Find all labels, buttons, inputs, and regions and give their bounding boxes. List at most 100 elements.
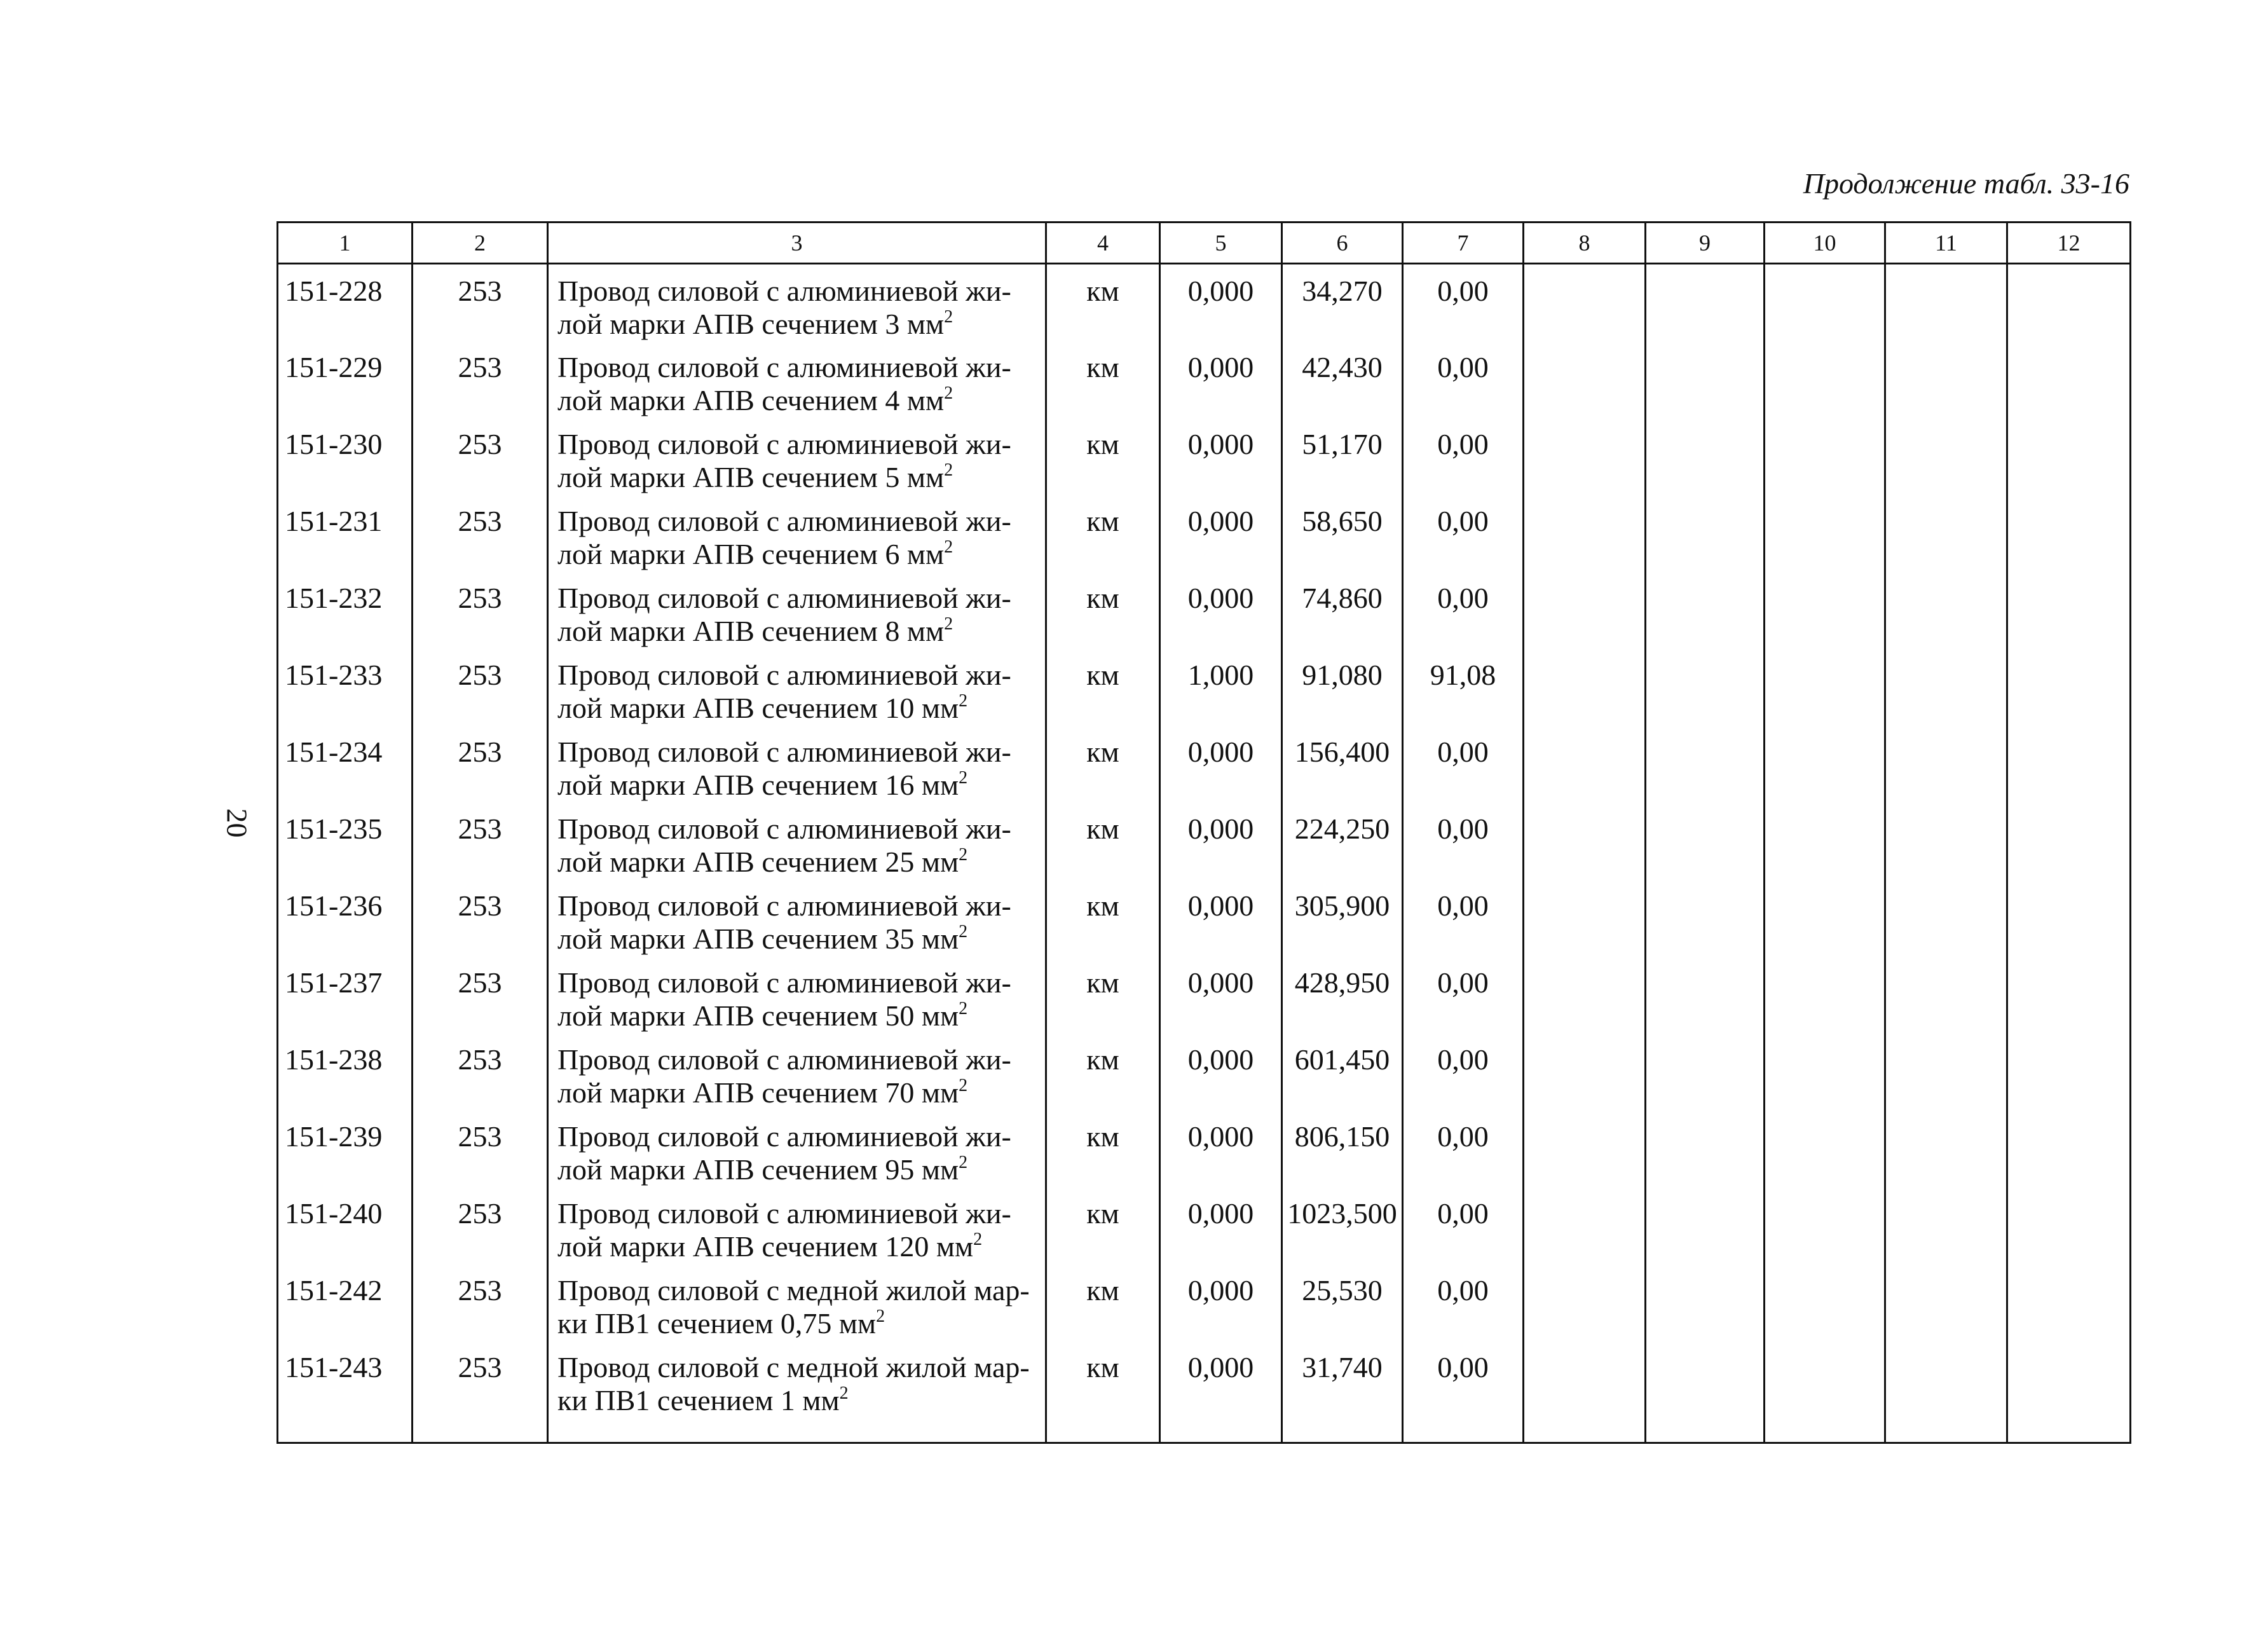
cell-col8 — [1522, 1264, 1646, 1341]
cell-col12 — [2006, 341, 2131, 418]
cell-col8 — [1522, 418, 1646, 495]
cell-col10 — [1763, 1110, 1886, 1187]
cell-col12 — [2006, 879, 2131, 956]
cell-group: 253 — [411, 1187, 549, 1264]
cell-col6: 1023,500 — [1281, 1187, 1404, 1264]
table-row: 151-239 253 Провод силовой с алюминиевой ж… — [277, 1110, 2131, 1187]
cell-col12 — [2006, 956, 2131, 1033]
description-text: лой марки АПВ сечением 3 мм — [557, 308, 945, 340]
column-header-7: 7 — [1402, 221, 1524, 264]
column-header-11: 11 — [1884, 221, 2008, 264]
description-line: лой марки АПВ сечением 50 мм2 — [557, 999, 1041, 1032]
cell-col8 — [1522, 572, 1646, 648]
cell-col5: 0,000 — [1159, 1033, 1283, 1110]
cell-unit: км — [1045, 1187, 1161, 1264]
cell-col12 — [2006, 802, 2131, 879]
cell-col10 — [1763, 1341, 1886, 1444]
table-row: 151-237 253 Провод силовой с алюминиевой ж… — [277, 956, 2131, 1033]
cell-col11 — [1884, 802, 2008, 879]
superscript: 2 — [944, 614, 953, 634]
cell-code: 151-229 — [277, 341, 413, 418]
cell-code: 151-230 — [277, 418, 413, 495]
description-line: Провод силовой с алюминиевой жи- — [557, 428, 1011, 460]
cell-col5: 0,000 — [1159, 572, 1283, 648]
description-text: лой марки АПВ сечением 25 мм — [557, 846, 959, 878]
cell-code: 151-231 — [277, 495, 413, 572]
description-line: Провод силовой с алюминиевой жи- — [557, 275, 1011, 307]
cell-col7: 0,00 — [1402, 341, 1524, 418]
cell-col8 — [1522, 1110, 1646, 1187]
cell-col9 — [1644, 1187, 1765, 1264]
cell-unit: км — [1045, 1110, 1161, 1187]
cell-col11 — [1884, 495, 2008, 572]
column-header-3: 3 — [547, 221, 1047, 264]
cell-description: Провод силовой с алюминиевой жи-лой марк… — [547, 725, 1047, 802]
cell-col8 — [1522, 802, 1646, 879]
cell-col7: 0,00 — [1402, 725, 1524, 802]
table-row: 151-240 253 Провод силовой с алюминиевой ж… — [277, 1187, 2131, 1264]
cell-col11 — [1884, 1187, 2008, 1264]
cell-col6: 31,740 — [1281, 1341, 1404, 1444]
cell-col10 — [1763, 879, 1886, 956]
table-row: 151-228 253 Провод силовой с алюминиевой ж… — [277, 263, 2131, 341]
cell-unit: км — [1045, 802, 1161, 879]
cell-col10 — [1763, 956, 1886, 1033]
description-line: Провод силовой с медной жилой мар- — [557, 1351, 1030, 1383]
description-line: лой марки АПВ сечением 35 мм2 — [557, 922, 1041, 956]
table-row: 151-234 253 Провод силовой с алюминиевой ж… — [277, 725, 2131, 802]
description-line: лой марки АПВ сечением 8 мм2 — [557, 615, 1041, 648]
description-text: лой марки АПВ сечением 70 мм — [557, 1076, 959, 1109]
description-text: лой марки АПВ сечением 8 мм — [557, 615, 945, 647]
description-line: лой марки АПВ сечением 4 мм2 — [557, 384, 1041, 417]
cell-description: Провод силовой с алюминиевой жи-лой марк… — [547, 263, 1047, 341]
cell-col6: 58,650 — [1281, 495, 1404, 572]
cell-col10 — [1763, 572, 1886, 648]
cell-code: 151-232 — [277, 572, 413, 648]
cell-col12 — [2006, 418, 2131, 495]
cell-col9 — [1644, 341, 1765, 418]
description-line: лой марки АПВ сечением 16 мм2 — [557, 769, 1041, 802]
description-text: лой марки АПВ сечением 120 мм — [557, 1230, 974, 1263]
cell-col10 — [1763, 495, 1886, 572]
cell-description: Провод силовой с алюминиевой жи-лой марк… — [547, 956, 1047, 1033]
cell-unit: км — [1045, 572, 1161, 648]
description-line: Провод силовой с алюминиевой жи- — [557, 505, 1011, 537]
cell-col9 — [1644, 495, 1765, 572]
cell-col8 — [1522, 263, 1646, 341]
cell-col10 — [1763, 263, 1886, 341]
cell-col10 — [1763, 802, 1886, 879]
cell-col5: 0,000 — [1159, 1341, 1283, 1444]
column-header-1: 1 — [277, 221, 413, 264]
superscript: 2 — [944, 460, 953, 480]
cell-col8 — [1522, 341, 1646, 418]
cell-col6: 428,950 — [1281, 956, 1404, 1033]
description-line: лой марки АПВ сечением 25 мм2 — [557, 846, 1041, 879]
superscript: 2 — [876, 1306, 885, 1326]
cell-group: 253 — [411, 263, 549, 341]
cell-col12 — [2006, 263, 2131, 341]
cell-group: 253 — [411, 725, 549, 802]
description-line: Провод силовой с медной жилой мар- — [557, 1274, 1030, 1306]
cell-description: Провод силовой с алюминиевой жи-лой марк… — [547, 1187, 1047, 1264]
cell-col11 — [1884, 1341, 2008, 1444]
superscript: 2 — [839, 1383, 849, 1403]
cell-description: Провод силовой с алюминиевой жи-лой марк… — [547, 1110, 1047, 1187]
description-text: лой марки АПВ сечением 35 мм — [557, 922, 959, 955]
cell-col5: 0,000 — [1159, 418, 1283, 495]
cell-col11 — [1884, 1264, 2008, 1341]
cell-group: 253 — [411, 1264, 549, 1341]
superscript: 2 — [959, 922, 968, 942]
cell-unit: км — [1045, 418, 1161, 495]
cell-col12 — [2006, 1341, 2131, 1444]
cell-col7: 0,00 — [1402, 1033, 1524, 1110]
cell-col12 — [2006, 1187, 2131, 1264]
cell-col9 — [1644, 1264, 1765, 1341]
cell-col6: 34,270 — [1281, 263, 1404, 341]
cell-col7: 0,00 — [1402, 263, 1524, 341]
cell-col9 — [1644, 956, 1765, 1033]
cell-col8 — [1522, 1341, 1646, 1444]
column-header-10: 10 — [1763, 221, 1886, 264]
superscript: 2 — [959, 768, 968, 788]
cell-code: 151-243 — [277, 1341, 413, 1444]
cell-col7: 91,08 — [1402, 648, 1524, 725]
